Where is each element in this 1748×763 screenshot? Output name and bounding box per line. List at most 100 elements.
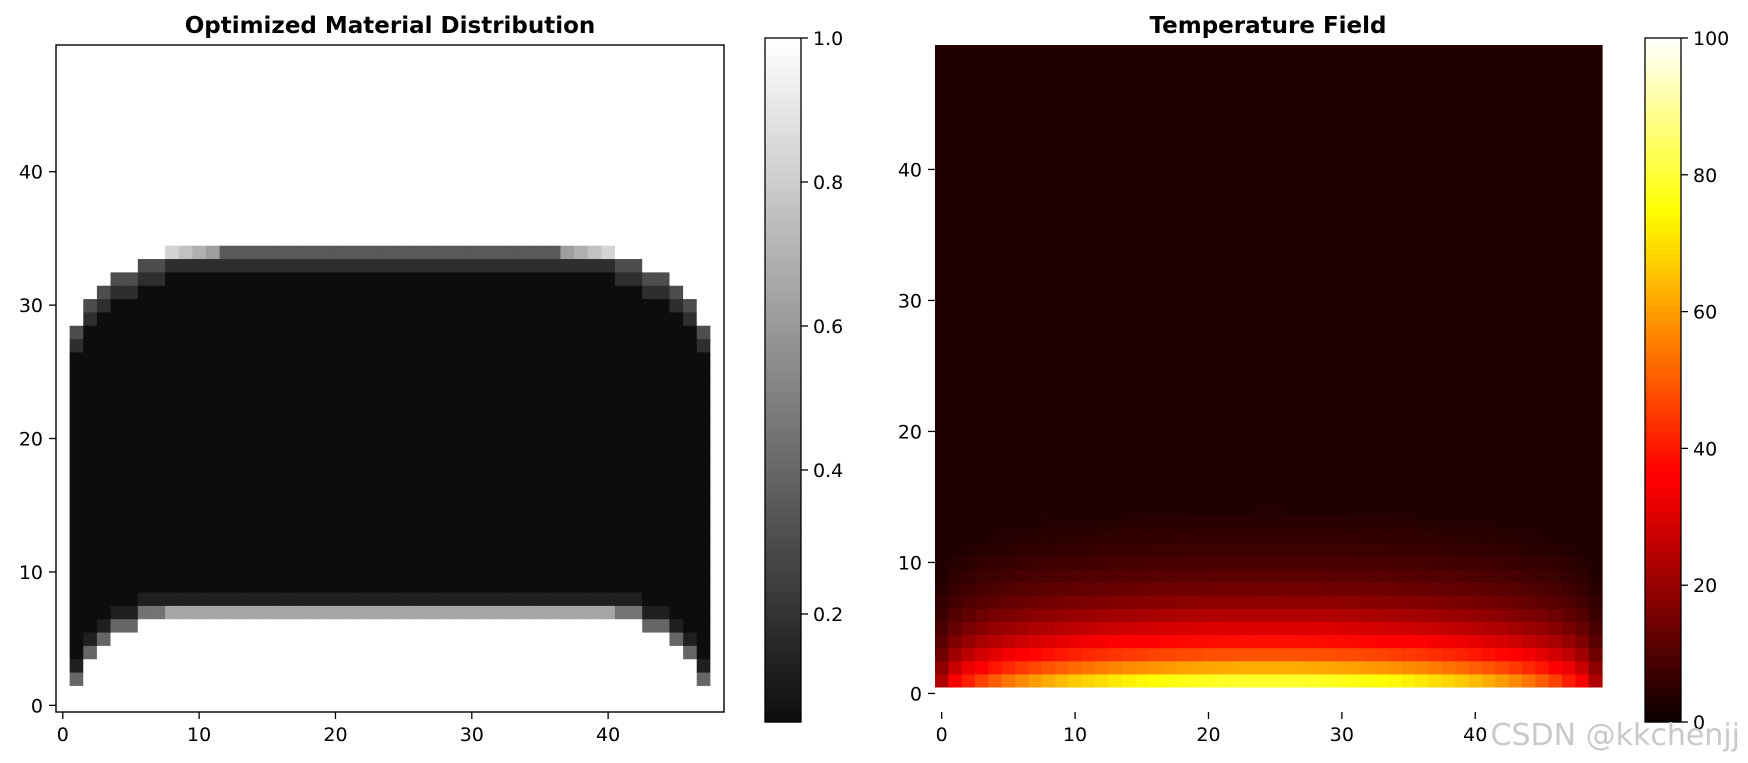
temperature-cell [1455, 464, 1470, 478]
material-cell [710, 111, 725, 126]
temperature-cell [1468, 254, 1483, 269]
material-cell [519, 191, 534, 206]
temperature-cell [1428, 569, 1443, 583]
temperature-cell [1055, 673, 1069, 688]
temperature-cell [948, 424, 963, 439]
material-cell [342, 205, 357, 220]
temperature-cell [1175, 267, 1190, 282]
colorbar-segment [765, 602, 801, 609]
temperature-cell [1108, 149, 1123, 164]
material-cell [219, 471, 234, 486]
temperature-cell [1228, 346, 1243, 360]
temperature-cell [988, 490, 1003, 505]
material-cell [546, 431, 562, 446]
temperature-cell [1335, 359, 1350, 374]
temperature-cell [1055, 503, 1069, 518]
temperature-cell [1375, 149, 1390, 164]
colorbar-segment [765, 682, 801, 689]
temperature-cell [1041, 398, 1056, 413]
temperature-cell [1481, 293, 1496, 308]
temperature-cell [1001, 215, 1016, 229]
temperature-cell [1201, 529, 1216, 544]
material-cell [601, 511, 616, 526]
temperature-cell [1535, 621, 1550, 636]
temperature-cell [1375, 477, 1390, 491]
temperature-cell [1281, 346, 1296, 360]
temperature-cell [1361, 202, 1376, 216]
temperature-cell [1241, 228, 1256, 243]
material-cell [437, 125, 452, 139]
material-cell [574, 671, 589, 686]
temperature-cell [1521, 621, 1536, 636]
temperature-cell [1281, 464, 1296, 478]
temperature-cell [1095, 542, 1110, 557]
material-cell [451, 231, 466, 246]
material-cell [110, 285, 125, 300]
temperature-cell [1348, 477, 1363, 491]
temperature-cell [1455, 686, 1470, 701]
material-cell [96, 111, 112, 126]
temperature-cell [1215, 595, 1230, 609]
temperature-cell [988, 424, 1003, 439]
material-cell [710, 71, 725, 86]
material-cell [56, 485, 71, 500]
material-cell [464, 551, 480, 566]
material-cell [437, 178, 452, 193]
temperature-cell [1068, 595, 1083, 609]
temperature-cell [1361, 71, 1376, 85]
temperature-cell [1561, 149, 1576, 164]
material-cell [505, 338, 521, 353]
temperature-cell [1415, 149, 1430, 164]
temperature-cell [1228, 608, 1243, 622]
material-cell [424, 391, 439, 406]
temperature-cell [1548, 424, 1563, 439]
temperature-cell [1175, 202, 1190, 216]
temperature-cell [1401, 162, 1416, 177]
temperature-cell [1095, 346, 1110, 360]
material-cell [96, 565, 112, 580]
material-cell [192, 311, 207, 326]
material-cell [151, 165, 166, 179]
temperature-cell [1428, 307, 1443, 321]
temperature-cell [1508, 438, 1523, 452]
material-cell [151, 98, 166, 113]
material-cell [246, 365, 262, 380]
temperature-cell [1121, 241, 1136, 256]
material-cell [710, 231, 725, 246]
material-cell [165, 98, 180, 113]
temperature-cell [1455, 647, 1470, 662]
temperature-cell [1295, 267, 1310, 282]
material-cell [287, 405, 302, 420]
temperature-cell [1255, 136, 1270, 151]
temperature-cell [975, 398, 989, 413]
material-cell [533, 151, 548, 166]
temperature-cell [1588, 451, 1603, 465]
temperature-cell [1455, 254, 1470, 269]
temperature-cell [1481, 215, 1496, 229]
material-cell [437, 631, 452, 646]
material-cell [696, 405, 711, 420]
temperature-cell [1041, 582, 1056, 596]
temperature-cell [1095, 123, 1110, 138]
temperature-cell [1028, 228, 1043, 243]
temperature-cell [1121, 293, 1136, 308]
material-cell [274, 671, 289, 686]
temperature-cell [1241, 608, 1256, 622]
material-cell [546, 71, 562, 86]
temperature-cell [1361, 411, 1376, 426]
material-cell [260, 365, 275, 380]
temperature-cell [1228, 529, 1243, 544]
material-cell [478, 458, 493, 473]
material-cell [424, 285, 439, 300]
temperature-cell [1148, 516, 1163, 531]
temperature-cell [1521, 503, 1536, 518]
temperature-cell [1268, 136, 1283, 151]
material-cell [69, 111, 84, 126]
temperature-cell [935, 673, 949, 688]
material-cell [178, 511, 193, 526]
material-cell [492, 151, 507, 166]
temperature-cell [1428, 162, 1443, 177]
temperature-cell [1455, 398, 1470, 413]
temperature-cell [975, 595, 989, 609]
colorbar-segment [765, 476, 801, 484]
